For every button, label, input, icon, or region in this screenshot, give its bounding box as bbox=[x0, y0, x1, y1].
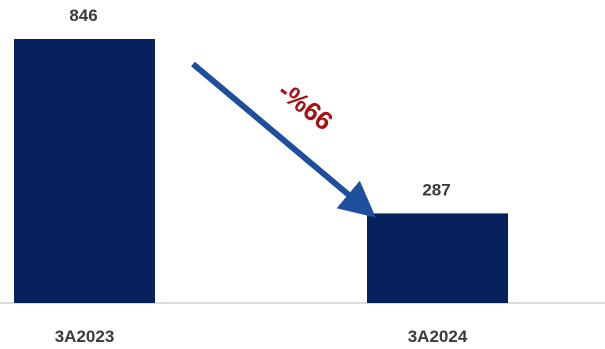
change-annotation: -%66 bbox=[272, 75, 338, 136]
bar-3a2024 bbox=[367, 213, 508, 303]
decrease-arrow bbox=[191, 61, 376, 218]
data-label-3a2023: 846 bbox=[69, 6, 97, 25]
data-label-3a2024: 287 bbox=[422, 180, 450, 199]
bar-3a2023 bbox=[14, 39, 155, 303]
category-label-3a2024: 3A2024 bbox=[408, 327, 468, 346]
category-label-3a2023: 3A2023 bbox=[55, 327, 115, 346]
